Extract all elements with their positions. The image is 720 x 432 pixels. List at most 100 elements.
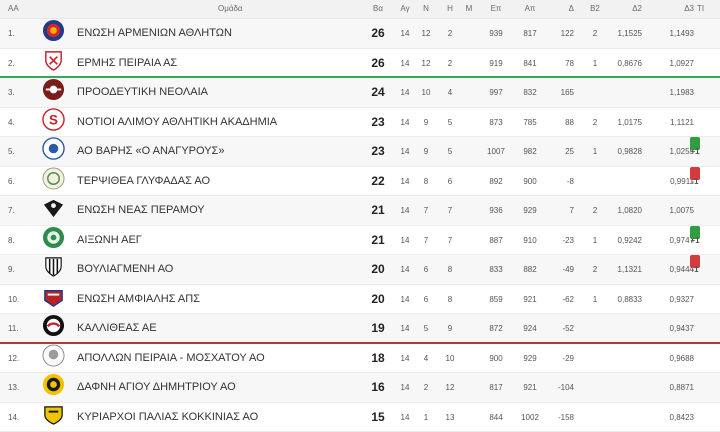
scored-cell: 900: [484, 344, 508, 373]
losses-cell: 2: [443, 49, 457, 78]
position-cell: 11.: [8, 314, 30, 343]
ermis-shield-icon[interactable]: [42, 49, 65, 72]
col-losses-header[interactable]: Η: [443, 0, 457, 18]
kyriarxoi-badge-icon[interactable]: [42, 403, 65, 426]
apollon-head-icon[interactable]: [42, 344, 65, 367]
losses-cell: 7: [443, 196, 457, 225]
dafni-badge-icon[interactable]: [42, 373, 65, 396]
col-b2-header[interactable]: Β2: [590, 0, 600, 18]
d2-cell: 1,1525: [614, 19, 642, 48]
scored-cell: 887: [484, 226, 508, 255]
col-team-header[interactable]: Ομάδα: [218, 0, 243, 18]
col-d2-header[interactable]: Δ2: [614, 0, 642, 18]
points-cell: 18: [365, 344, 391, 373]
points-cell: 23: [365, 108, 391, 137]
aixoni-badge-icon[interactable]: [42, 226, 65, 249]
col-d3-header[interactable]: Δ3: [664, 0, 694, 18]
scored-cell: 844: [484, 403, 508, 432]
b2-cell: 2: [590, 196, 600, 225]
col-pos-header[interactable]: AA: [8, 0, 30, 18]
team-name[interactable]: ΕΡΜΗΣ ΠΕΙΡΑΙΑ ΑΣ: [77, 49, 177, 78]
scored-cell: 919: [484, 49, 508, 78]
team-name[interactable]: ΔΑΦΝΗ ΑΓΙΟΥ ΔΗΜΗΤΡΙΟΥ ΑΟ: [77, 373, 236, 402]
conceded-cell: 929: [518, 196, 542, 225]
notioi-s-icon[interactable]: S: [42, 108, 65, 131]
diff-cell: 25: [552, 137, 574, 166]
team-name[interactable]: ΝΟΤΙΟΙ ΑΛΙΜΟΥ ΑΘΛΗΤΙΚΗ ΑΚΑΔΗΜΙΑ: [77, 108, 277, 137]
played-cell: 14: [397, 255, 413, 284]
eagle-crest-icon[interactable]: [42, 196, 65, 219]
team-name[interactable]: ΕΝΩΣΗ ΝΕΑΣ ΠΕΡΑΜΟΥ: [77, 196, 205, 225]
conceded-cell: 910: [518, 226, 542, 255]
conceded-cell: 929: [518, 344, 542, 373]
kallithea-badge-icon[interactable]: [42, 314, 65, 337]
points-cell: 23: [365, 137, 391, 166]
terpsithea-badge-icon[interactable]: [42, 167, 65, 190]
team-name[interactable]: ΕΝΩΣΗ ΑΡΜΕΝΙΩΝ ΑΘΛΗΤΩΝ: [77, 19, 232, 48]
team-name[interactable]: ΚΥΡΙΑΡΧΟΙ ΠΑΛΙΑΣ ΚΟΚΚΙΝΙΑΣ ΑΟ: [77, 403, 258, 432]
scored-cell: 833: [484, 255, 508, 284]
d3-cell: 1,0075: [664, 196, 694, 225]
position-cell: 6.: [8, 167, 30, 196]
d2-cell: 0,9242: [614, 226, 642, 255]
position-cell: 5.: [8, 137, 30, 166]
col-wins-header[interactable]: Ν: [419, 0, 433, 18]
d2-cell: 0,9828: [614, 137, 642, 166]
team-name[interactable]: ΑΠΟΛΛΩΝ ΠΕΙΡΑΙΑ - ΜΟΣΧΑΤΟΥ ΑΟ: [77, 344, 265, 373]
d3-cell: 1,1121: [664, 108, 694, 137]
team-name[interactable]: ΑΟ ΒΑΡΗΣ «Ο ΑΝΑΓΥΡΟΥΣ»: [77, 137, 224, 166]
rank-down-badge: -1: [690, 255, 700, 268]
team-name[interactable]: ΚΑΛΛΙΘΕΑΣ ΑΕ: [77, 314, 157, 343]
col-points-header[interactable]: Βα: [365, 0, 391, 18]
col-m-header[interactable]: Μ: [462, 0, 476, 18]
wins-cell: 8: [419, 167, 433, 196]
col-scored-header[interactable]: Επ: [484, 0, 508, 18]
b2-cell: 1: [590, 285, 600, 314]
varis-badge-icon[interactable]: [42, 137, 65, 160]
losses-cell: 8: [443, 285, 457, 314]
played-cell: 14: [397, 137, 413, 166]
proodeftiki-crest-icon[interactable]: [42, 78, 65, 101]
conceded-cell: 1002: [518, 403, 542, 432]
diff-cell: -29: [552, 344, 574, 373]
team-name[interactable]: ΒΟΥΛΙΑΓΜΕΝΗ ΑΟ: [77, 255, 173, 284]
points-cell: 16: [365, 373, 391, 402]
position-cell: 10.: [8, 285, 30, 314]
b2-cell: 2: [590, 19, 600, 48]
team-name[interactable]: ΕΝΩΣΗ ΑΜΦΙΑΛΗΣ ΑΠΣ: [77, 285, 200, 314]
armenians-crest-icon[interactable]: [42, 19, 65, 42]
team-name[interactable]: ΑΙΞΩΝΗ ΑΕΓ: [77, 226, 142, 255]
amfiali-crest-icon[interactable]: [42, 285, 65, 308]
col-tl-header[interactable]: ΤΙ: [697, 0, 704, 18]
col-diff-header[interactable]: Δ: [552, 0, 574, 18]
points-cell: 20: [365, 255, 391, 284]
played-cell: 14: [397, 285, 413, 314]
played-cell: 14: [397, 108, 413, 137]
team-name[interactable]: ΠΡΟΟΔΕΥΤΙΚΗ ΝΕΟΛΑΙΑ: [77, 78, 208, 107]
rank-up-badge: +1: [690, 226, 700, 239]
team-name[interactable]: ΤΕΡΨΙΘΕΑ ΓΛΥΦΑΔΑΣ ΑΟ: [77, 167, 210, 196]
col-played-header[interactable]: Αγ: [397, 0, 413, 18]
wins-cell: 4: [419, 344, 433, 373]
vouliagmeni-stripes-icon[interactable]: [42, 255, 65, 278]
diff-cell: -158: [552, 403, 574, 432]
losses-cell: 2: [443, 19, 457, 48]
points-cell: 21: [365, 226, 391, 255]
col-conceded-header[interactable]: Απ: [518, 0, 542, 18]
